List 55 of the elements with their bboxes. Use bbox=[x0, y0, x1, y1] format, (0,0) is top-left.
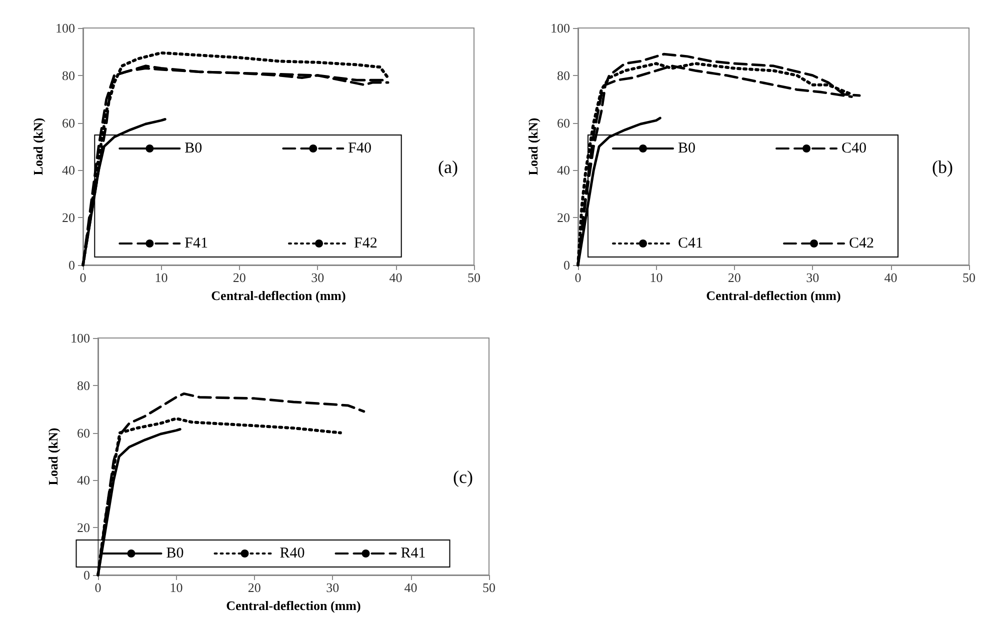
x-axis-title: Central-deflection (mm) bbox=[226, 598, 361, 613]
y-tick-label: 20 bbox=[77, 520, 90, 536]
y-tick-label: 60 bbox=[62, 115, 75, 130]
y-tick-label: 100 bbox=[550, 20, 570, 36]
x-tick-label: 20 bbox=[232, 270, 246, 285]
x-tick-label: 0 bbox=[574, 270, 582, 285]
x-tick-label: 10 bbox=[650, 270, 663, 285]
legend-label: R41 bbox=[400, 546, 426, 562]
annotation: (a) bbox=[438, 157, 458, 177]
x-tick-label: 50 bbox=[468, 270, 480, 285]
y-tick-label: 0 bbox=[564, 258, 570, 272]
y-tick-label: 80 bbox=[557, 68, 570, 83]
y-tick-label: 100 bbox=[70, 330, 90, 346]
y-axis-title: Load (kN) bbox=[30, 118, 46, 176]
x-axis-title: Central-deflection (mm) bbox=[211, 288, 346, 303]
x-tick-label: 0 bbox=[94, 580, 102, 595]
x-axis-title: Central-deflection (mm) bbox=[706, 288, 841, 303]
legend-label: B0 bbox=[166, 546, 184, 562]
x-tick-label: 40 bbox=[884, 270, 898, 285]
legend-label: R40 bbox=[280, 546, 305, 562]
y-tick-label: 60 bbox=[77, 425, 90, 440]
y-axis-title: Load (kN) bbox=[46, 428, 61, 486]
legend-label: C42 bbox=[849, 236, 874, 252]
y-tick-label: 20 bbox=[62, 210, 75, 226]
annotation: (b) bbox=[932, 157, 954, 177]
legend-label: B0 bbox=[678, 140, 696, 156]
y-tick-label: 80 bbox=[62, 68, 75, 83]
legend-label: C41 bbox=[678, 236, 704, 252]
y-tick-label: 100 bbox=[56, 20, 75, 36]
x-tick-label: 50 bbox=[962, 270, 976, 285]
legend-label: F42 bbox=[354, 236, 378, 252]
y-tick-label: 60 bbox=[557, 115, 570, 130]
y-tick-label: 40 bbox=[62, 162, 75, 178]
x-tick-label: 20 bbox=[248, 580, 261, 595]
x-tick-label: 10 bbox=[170, 580, 183, 595]
annotation: (c) bbox=[453, 467, 474, 487]
x-tick-label: 30 bbox=[326, 580, 340, 595]
x-tick-label: 40 bbox=[389, 270, 402, 285]
y-tick-label: 80 bbox=[77, 378, 90, 393]
legend-label: C40 bbox=[842, 140, 867, 156]
y-tick-label: 0 bbox=[68, 258, 75, 272]
y-tick-label: 20 bbox=[557, 210, 570, 226]
y-axis-title: Load (kN) bbox=[526, 118, 541, 176]
y-tick-label: 40 bbox=[557, 162, 570, 178]
x-tick-label: 50 bbox=[482, 580, 496, 595]
y-tick-label: 40 bbox=[77, 472, 90, 488]
x-tick-label: 30 bbox=[311, 270, 324, 285]
x-tick-label: 10 bbox=[154, 270, 168, 285]
x-tick-label: 30 bbox=[806, 270, 820, 285]
legend-label: F41 bbox=[184, 236, 208, 252]
legend-label: F40 bbox=[348, 140, 372, 156]
y-tick-label: 0 bbox=[84, 568, 90, 582]
x-tick-label: 20 bbox=[728, 270, 741, 285]
x-tick-label: 40 bbox=[404, 580, 418, 595]
legend-label: B0 bbox=[184, 140, 202, 156]
